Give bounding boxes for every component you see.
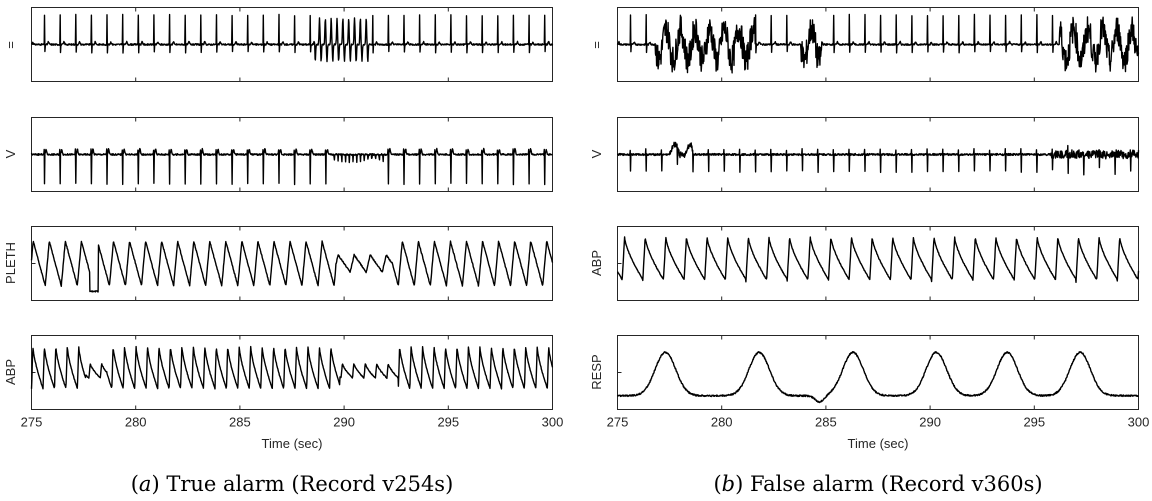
a-xtick-label-295: 295 (437, 415, 459, 430)
b-tick-marks: 275 280 285 290 295 300 (607, 7, 1150, 430)
a-xtick-label-300: 300 (542, 415, 564, 430)
b-xtick-label-275: 275 (607, 415, 629, 430)
b-caption: (b) False alarm (Record v360s) (713, 472, 1042, 496)
a-xtick-label-290: 290 (333, 415, 355, 430)
b-trace-v (616, 141, 1140, 176)
a-trace-v (30, 147, 553, 186)
b-xtick-label-300: 300 (1128, 415, 1150, 430)
a-trace-abp (30, 345, 554, 390)
b-xtick-label-285: 285 (815, 415, 837, 430)
b-caption-text: False alarm (Record v360s) (750, 472, 1043, 496)
b-resp-label: RESP (589, 354, 604, 389)
b-abp-label: ABP (589, 250, 604, 276)
a-v-label: V (3, 149, 18, 158)
b-trace-ii (616, 13, 1140, 74)
a-tick-marks: 275 280 285 290 295 300 (21, 7, 564, 430)
a-xlabel: Time (sec) (262, 436, 323, 451)
b-trace-abp (616, 236, 1140, 283)
a-xtick-label-285: 285 (229, 415, 251, 430)
b-v-label: V (589, 149, 604, 158)
a-xtick-label-280: 280 (125, 415, 147, 430)
b-traces (616, 13, 1140, 404)
a-trace-pleth (30, 240, 554, 293)
a-abp-frame (31, 335, 553, 410)
a-xtick-label-275: 275 (21, 415, 43, 430)
figure-a: = V PLETH ABP 275 280 285 290 295 300 Time (s… (3, 7, 564, 496)
a-caption-text: True alarm (Record v254s) (166, 472, 453, 496)
b-xtick-label-295: 295 (1023, 415, 1045, 430)
a-abp-label: ABP (3, 359, 18, 385)
a-pleth-frame (31, 226, 553, 301)
b-caption-letter: b (722, 472, 735, 496)
a-caption-letter: a (139, 472, 152, 496)
b-xtick-label-290: 290 (919, 415, 941, 430)
b-ii-label: = (589, 41, 604, 49)
b-trace-resp (616, 351, 1139, 404)
a-trace-ii (30, 13, 554, 63)
b-xlabel: Time (sec) (848, 436, 909, 451)
figure-b: = V ABP RESP 275 280 285 290 295 300 Time (se… (589, 7, 1150, 496)
a-ii-label: = (3, 41, 18, 49)
b-xtick-label-280: 280 (711, 415, 733, 430)
b-resp-frame (617, 335, 1139, 410)
a-caption: (a) True alarm (Record v254s) (131, 472, 454, 496)
a-pleth-label: PLETH (3, 242, 18, 284)
a-traces (30, 13, 554, 390)
